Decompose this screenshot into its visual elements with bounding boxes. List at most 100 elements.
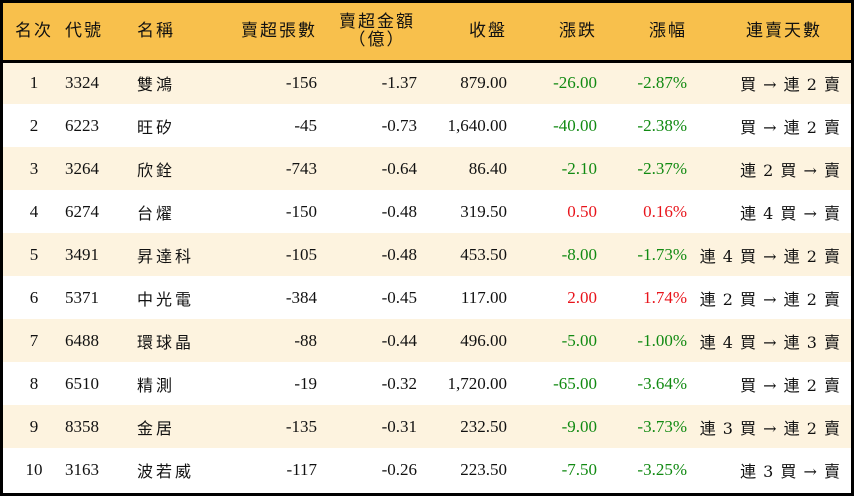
close-cell: 86.40 bbox=[468, 158, 507, 178]
name-cell[interactable]: 台燿 bbox=[137, 203, 176, 223]
net-sell-amount-cell: -0.73 bbox=[381, 115, 417, 135]
close-cell: 1,640.00 bbox=[447, 115, 508, 135]
streak-days-cell: 連 4 買 → 賣 bbox=[740, 203, 841, 223]
net-sell-amount-cell: -0.48 bbox=[381, 201, 417, 221]
net-sell-lots-cell: -45 bbox=[294, 115, 317, 135]
name-cell[interactable]: 精測 bbox=[137, 375, 176, 395]
streak-days-cell: 買 → 連 2 賣 bbox=[740, 375, 841, 395]
change-cell: 0.50 bbox=[567, 201, 597, 221]
table-row[interactable]: 8 6510 精測 -19 -0.32 1,720.00 -65.00 -3.6… bbox=[3, 362, 851, 405]
rank-cell: 1 bbox=[29, 73, 39, 93]
code-cell[interactable]: 3163 bbox=[65, 459, 99, 479]
name-cell[interactable]: 環球晶 bbox=[137, 332, 195, 352]
table-row[interactable]: 3 3264 欣銓 -743 -0.64 86.40 -2.10 -2.37% … bbox=[3, 147, 851, 190]
change-cell: -65.00 bbox=[553, 373, 597, 393]
close-cell: 1,720.00 bbox=[447, 373, 508, 393]
table-row[interactable]: 9 8358 金居 -135 -0.31 232.50 -9.00 -3.73%… bbox=[3, 405, 851, 448]
name-cell[interactable]: 中光電 bbox=[137, 289, 195, 309]
net-sell-lots-cell: -88 bbox=[294, 330, 317, 350]
code-cell[interactable]: 3491 bbox=[65, 244, 99, 264]
close-cell: 453.50 bbox=[460, 244, 507, 264]
net-sell-lots-cell: -135 bbox=[285, 416, 317, 436]
header-name[interactable]: 名稱 bbox=[137, 21, 175, 42]
name-cell[interactable]: 欣銓 bbox=[137, 160, 176, 180]
change-cell: -2.10 bbox=[561, 158, 597, 178]
header-code[interactable]: 代號 bbox=[65, 21, 103, 42]
net-sell-lots-cell: -743 bbox=[285, 158, 317, 178]
rank-cell: 7 bbox=[29, 330, 39, 350]
change-cell: -9.00 bbox=[561, 416, 597, 436]
table-row[interactable]: 7 6488 環球晶 -88 -0.44 496.00 -5.00 -1.00%… bbox=[3, 319, 851, 362]
table-row[interactable]: 10 3163 波若威 -117 -0.26 223.50 -7.50 -3.2… bbox=[3, 448, 851, 491]
streak-days-cell: 連 3 買 → 賣 bbox=[740, 461, 841, 481]
change-pct-cell: -3.64% bbox=[637, 373, 687, 393]
table-row[interactable]: 1 3324 雙鴻 -156 -1.37 879.00 -26.00 -2.87… bbox=[3, 61, 851, 104]
change-pct-cell: -2.38% bbox=[637, 115, 687, 135]
code-cell[interactable]: 6223 bbox=[65, 115, 99, 135]
name-cell[interactable]: 昇達科 bbox=[137, 246, 195, 266]
code-cell[interactable]: 3264 bbox=[65, 158, 99, 178]
header-net-sell-amount[interactable]: 賣超金額 （億） bbox=[317, 3, 417, 61]
change-cell: -5.00 bbox=[561, 330, 597, 350]
header-change-pct[interactable]: 漲幅 bbox=[649, 21, 687, 42]
name-cell[interactable]: 金居 bbox=[137, 418, 176, 438]
net-sell-amount-cell: -0.45 bbox=[381, 287, 417, 307]
streak-days-cell: 買 → 連 2 賣 bbox=[740, 75, 841, 95]
header-close[interactable]: 收盤 bbox=[469, 21, 507, 42]
change-pct-cell: -3.73% bbox=[637, 416, 687, 436]
header-rank[interactable]: 名次 bbox=[15, 21, 53, 42]
change-pct-cell: -3.25% bbox=[637, 459, 687, 479]
streak-days-cell: 連 2 買 → 賣 bbox=[740, 160, 841, 180]
header-net-sell-amount-line1: 賣超金額 bbox=[339, 12, 415, 33]
name-cell[interactable]: 雙鴻 bbox=[137, 75, 176, 95]
net-sell-lots-cell: -117 bbox=[286, 459, 317, 479]
net-sell-lots-cell: -156 bbox=[285, 73, 317, 93]
streak-days-cell: 連 3 買 → 連 2 賣 bbox=[699, 418, 841, 438]
rank-cell: 10 bbox=[25, 459, 43, 479]
table-header-row: 名次 代號 名稱 賣超張數 賣超金額 （億） 收盤 漲跌 漲幅 連賣天數 bbox=[3, 3, 851, 61]
code-cell[interactable]: 3324 bbox=[65, 73, 99, 93]
rank-cell: 5 bbox=[29, 244, 39, 264]
net-sell-lots-cell: -384 bbox=[285, 287, 317, 307]
net-sell-lots-cell: -105 bbox=[285, 244, 317, 264]
code-cell[interactable]: 6274 bbox=[65, 201, 99, 221]
net-sell-amount-cell: -0.31 bbox=[381, 416, 417, 436]
change-pct-cell: -1.73% bbox=[637, 244, 687, 264]
rank-cell: 6 bbox=[29, 287, 39, 307]
streak-days-cell: 連 4 買 → 連 2 賣 bbox=[699, 246, 841, 266]
net-sell-lots-cell: -150 bbox=[285, 201, 317, 221]
change-cell: -40.00 bbox=[553, 115, 597, 135]
table-row[interactable]: 6 5371 中光電 -384 -0.45 117.00 2.00 1.74% … bbox=[3, 276, 851, 319]
header-streak-days[interactable]: 連賣天數 bbox=[746, 21, 822, 42]
header-change[interactable]: 漲跌 bbox=[559, 21, 597, 42]
name-cell[interactable]: 波若威 bbox=[137, 461, 195, 481]
change-cell: -8.00 bbox=[561, 244, 597, 264]
code-cell[interactable]: 8358 bbox=[65, 416, 99, 436]
code-cell[interactable]: 6488 bbox=[65, 330, 99, 350]
rank-cell: 3 bbox=[29, 158, 39, 178]
code-cell[interactable]: 5371 bbox=[65, 287, 99, 307]
streak-days-cell: 買 → 連 2 賣 bbox=[740, 117, 841, 137]
name-cell[interactable]: 旺矽 bbox=[137, 117, 176, 137]
code-cell[interactable]: 6510 bbox=[65, 373, 99, 393]
change-pct-cell: -2.87% bbox=[637, 73, 687, 93]
net-sell-amount-cell: -1.37 bbox=[381, 73, 417, 93]
table-row[interactable]: 5 3491 昇達科 -105 -0.48 453.50 -8.00 -1.73… bbox=[3, 233, 851, 276]
streak-days-cell: 連 4 買 → 連 3 賣 bbox=[699, 332, 841, 352]
change-cell: -7.50 bbox=[561, 459, 597, 479]
header-net-sell-lots[interactable]: 賣超張數 bbox=[241, 21, 317, 42]
table-row[interactable]: 4 6274 台燿 -150 -0.48 319.50 0.50 0.16% 連… bbox=[3, 190, 851, 233]
net-sell-amount-cell: -0.32 bbox=[381, 373, 417, 393]
net-sell-amount-cell: -0.48 bbox=[381, 244, 417, 264]
close-cell: 319.50 bbox=[460, 201, 507, 221]
change-cell: 2.00 bbox=[567, 287, 597, 307]
close-cell: 223.50 bbox=[460, 459, 507, 479]
table-row[interactable]: 2 6223 旺矽 -45 -0.73 1,640.00 -40.00 -2.3… bbox=[3, 104, 851, 147]
change-pct-cell: -1.00% bbox=[637, 330, 687, 350]
header-net-sell-amount-line2: （億） bbox=[348, 30, 406, 51]
streak-days-cell: 連 2 買 → 連 2 賣 bbox=[699, 289, 841, 309]
net-sell-lots-cell: -19 bbox=[294, 373, 317, 393]
net-sell-amount-cell: -0.26 bbox=[381, 459, 417, 479]
net-sell-amount-cell: -0.64 bbox=[381, 158, 417, 178]
close-cell: 496.00 bbox=[460, 330, 507, 350]
